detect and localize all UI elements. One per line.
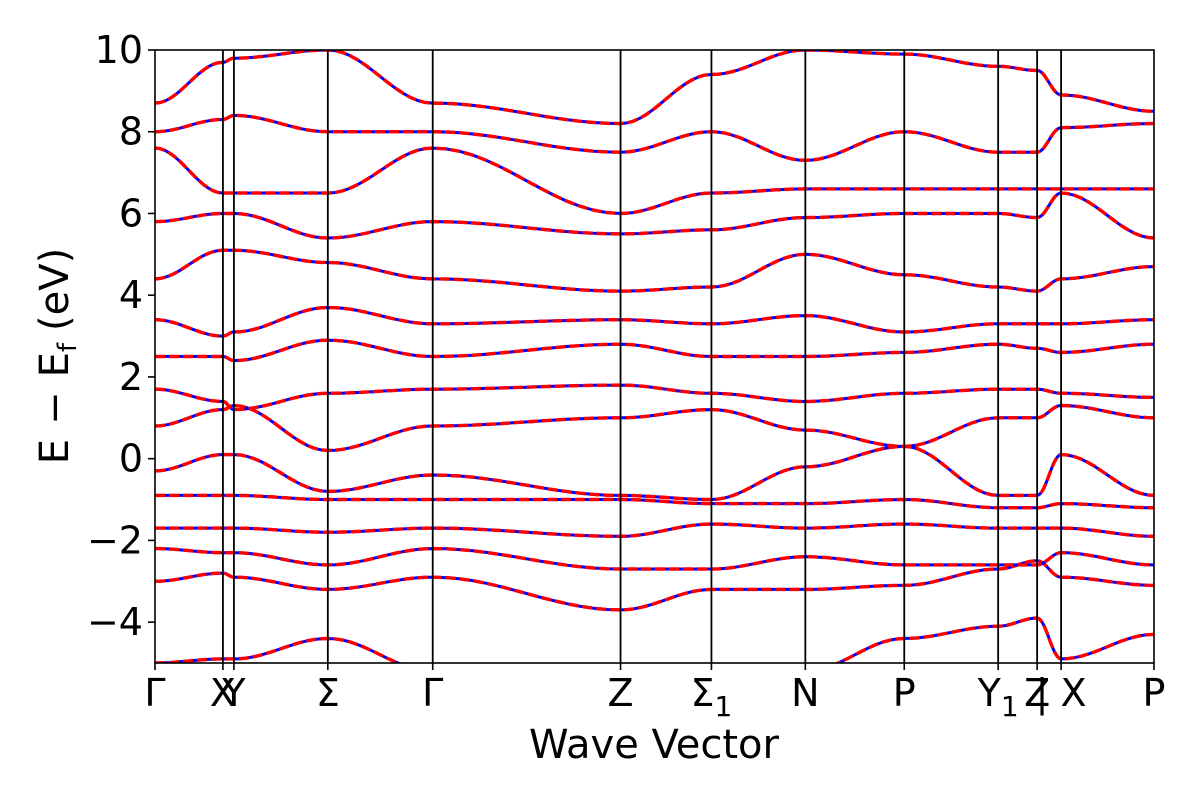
y-tick-label: −2 [87,518,143,562]
band-line-red-13 [155,113,1154,163]
y-tick-label: 10 [95,28,143,72]
y-label-e: E [32,439,78,464]
x-tick-label: P [893,671,916,715]
x-axis-label: Wave Vector [529,722,780,768]
x-tick-label: X [210,671,236,715]
x-tick-label: Y [221,671,246,715]
band-line-blue-12 [155,146,1154,216]
x-tick-label: Σ [316,671,340,715]
band-line-red-7 [155,383,1154,412]
band-line-red-3 [155,522,1154,539]
y-axis-label: E − Ef (eV) [32,248,83,464]
y-tick-label: 6 [119,191,143,235]
y-tick-label: −4 [87,600,143,644]
x-tick-label: Z [608,671,634,715]
x-tick-label: P [1143,671,1166,715]
x-tick-label: Σ1 [691,671,733,723]
x-tick-label: Γ [422,671,443,715]
band-line-blue-5 [155,444,1154,501]
y-tick-label: 2 [119,355,143,399]
y-tick-label: 8 [119,110,143,154]
bands-layer [155,50,1154,663]
band-line-blue-10 [155,248,1154,293]
band-line-red-10 [155,248,1154,293]
y-axis-ticks: −4 −2 0 2 4 6 8 10 [87,28,155,644]
band-line-red-11 [155,191,1154,240]
band-line-red-14 [155,50,1154,126]
x-tick-label: | X [1036,671,1087,716]
band-line-red-6 [155,403,1154,453]
plot-frame [154,49,1155,664]
y-label-minus: − [32,391,78,425]
y-tick-label: 4 [119,273,143,317]
y-tick-label: 0 [119,437,143,481]
band-line-blue-14 [155,50,1154,126]
kpoint-lines [222,50,1062,663]
y-label-unit: (eV) [32,248,78,331]
band-line-red-12 [155,146,1154,216]
band-line-red-2 [155,546,1154,571]
x-tick-label: Z [1024,671,1050,715]
band-line-red-9 [155,305,1154,338]
x-tick-label: Γ [144,671,165,715]
x-tick-label: N [791,671,819,715]
y-label-ef: E [32,352,78,377]
y-label-sub: f [53,342,83,352]
x-tick-label: Y1 [977,671,1019,723]
band-line-red-5 [155,444,1154,502]
